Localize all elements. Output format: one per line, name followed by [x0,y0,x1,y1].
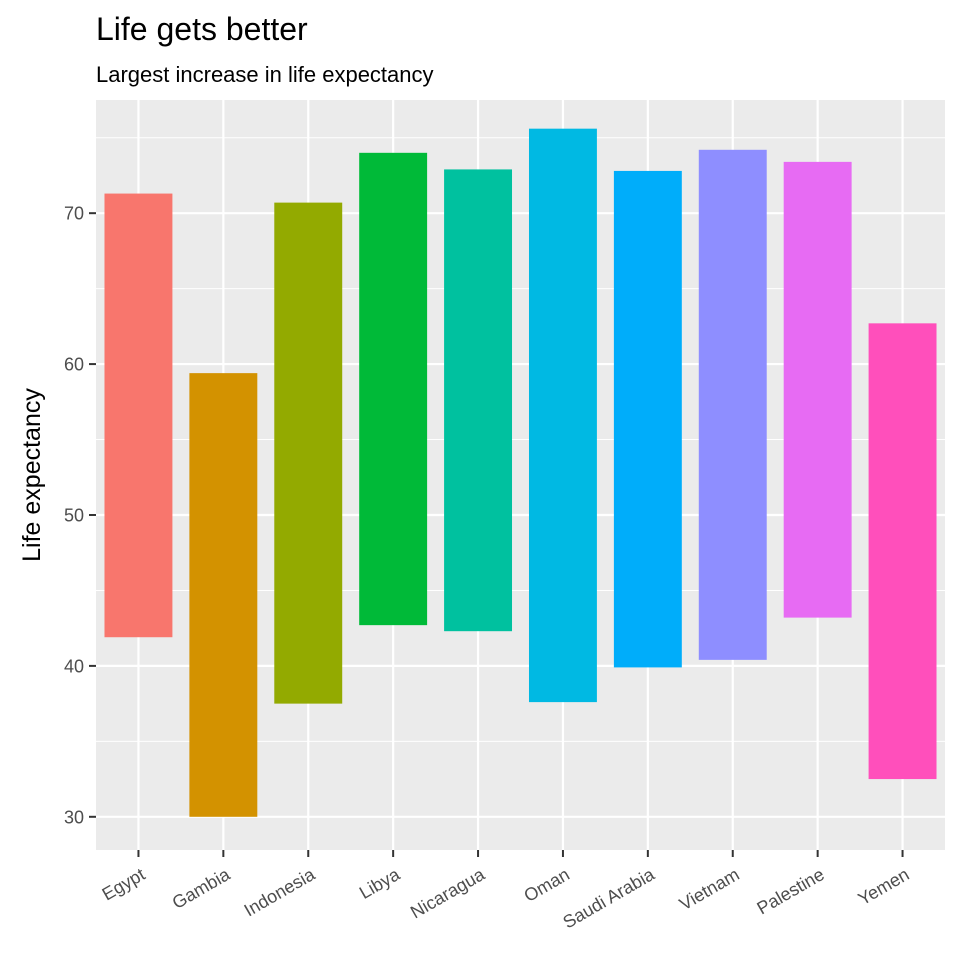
chart-title: Life gets better [96,11,308,47]
x-tick-label: Nicaragua [407,864,489,923]
x-tick-label: Palestine [754,864,828,918]
chart-subtitle: Largest increase in life expectancy [96,62,434,87]
bar-libya [359,152,428,626]
x-tick-label: Libya [356,864,404,903]
y-axis-title: Life expectancy [18,388,46,562]
y-tick-label: 40 [64,656,84,676]
bar-palestine [783,161,852,618]
bar-gambia [189,373,258,817]
bar-indonesia [274,202,343,704]
y-axis: 30 40 50 60 70 [64,204,96,827]
bar-vietnam [698,149,767,660]
bar-yemen [868,323,937,780]
bar-egypt [104,193,173,638]
x-tick-label: Gambia [169,864,234,913]
y-tick-label: 50 [64,505,84,525]
bar-oman [528,128,597,703]
y-tick-label: 70 [64,204,84,224]
y-tick-label: 60 [64,355,84,375]
bar-saudi-arabia [613,170,682,668]
x-axis: Egypt Gambia Indonesia Libya Nicaragua OmanSa… [99,850,913,933]
x-tick-label: Indonesia [241,864,319,921]
bars [104,128,937,817]
x-tick-label: Saudi Arabia [559,864,658,933]
x-tick-label: Yemen [855,864,913,909]
y-tick-label: 30 [64,807,84,827]
x-tick-label: Oman [520,864,572,906]
bar-nicaragua [444,169,513,632]
x-tick-label: Egypt [99,864,149,904]
x-tick-label: Vietnam [676,864,743,914]
